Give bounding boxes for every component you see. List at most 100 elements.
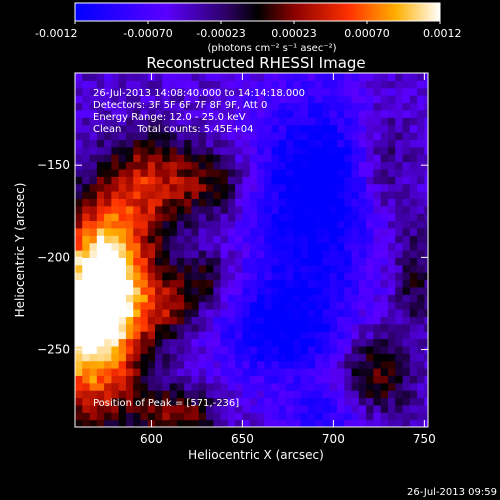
heatmap-cell — [213, 353, 222, 362]
heatmap-cell — [264, 95, 273, 104]
heatmap-cell — [235, 345, 243, 354]
heatmap-cell — [344, 146, 353, 155]
heatmap-cell — [118, 360, 127, 369]
heatmap-cell — [176, 198, 185, 207]
heatmap-cell — [387, 146, 396, 155]
heatmap-cell — [409, 117, 418, 126]
heatmap-cell — [271, 323, 280, 332]
heatmap-cell — [242, 183, 251, 192]
heatmap-cell — [191, 360, 200, 369]
heatmap-cell — [184, 183, 193, 192]
heatmap-cell — [373, 390, 382, 399]
heatmap-cell — [395, 345, 404, 354]
heatmap-cell — [249, 375, 258, 384]
heatmap-cell — [96, 132, 105, 140]
heatmap-cell — [351, 183, 360, 192]
heatmap-cell — [198, 272, 207, 281]
heatmap-cell — [82, 73, 91, 81]
heatmap-cell — [351, 301, 360, 310]
heatmap-cell — [162, 73, 171, 81]
heatmap-cell — [184, 132, 193, 140]
heatmap-cell — [293, 227, 302, 236]
heatmap-cell — [264, 168, 273, 177]
heatmap-cell — [220, 294, 229, 303]
heatmap-cell — [176, 154, 185, 163]
heatmap-cell — [191, 412, 200, 421]
heatmap-cell — [220, 309, 229, 317]
heatmap-cell — [424, 331, 428, 340]
heatmap-cell — [125, 309, 134, 317]
heatmap-cell — [184, 80, 193, 89]
heatmap-cell — [351, 191, 360, 199]
y-axis-label: Heliocentric Y (arcsec) — [13, 183, 27, 318]
heatmap-cell — [351, 390, 360, 399]
heatmap-cell — [191, 323, 200, 332]
heatmap-cell — [315, 109, 324, 118]
heatmap-cell — [147, 404, 156, 413]
heatmap-cell — [293, 183, 302, 192]
heatmap-cell — [184, 412, 193, 421]
heatmap-cell — [424, 146, 428, 155]
heatmap-cell — [351, 87, 360, 96]
heatmap-cell — [191, 191, 200, 199]
heatmap-cell — [315, 279, 324, 288]
heatmap-cell — [133, 87, 142, 96]
heatmap-cell — [227, 183, 236, 192]
heatmap-cell — [264, 338, 273, 347]
heatmap-cell — [184, 368, 193, 376]
heatmap-cell — [176, 73, 185, 81]
heatmap-cell — [293, 323, 302, 332]
heatmap-cell — [213, 375, 222, 384]
heatmap-cell — [206, 375, 214, 384]
heatmap-cell — [300, 345, 309, 354]
heatmap-cell — [176, 183, 185, 192]
heatmap-cell — [140, 132, 149, 140]
heatmap-cell — [242, 220, 251, 229]
heatmap-cell — [118, 397, 127, 406]
heatmap-cell — [198, 95, 207, 104]
heatmap-cell — [169, 404, 178, 413]
heatmap-cell — [417, 397, 425, 406]
heatmap-cell — [373, 87, 382, 96]
heatmap-cell — [293, 397, 302, 406]
heatmap-cell — [169, 132, 178, 140]
heatmap-cell — [300, 154, 309, 163]
heatmap-cell — [256, 227, 265, 236]
heatmap-cell — [176, 286, 185, 295]
heatmap-cell — [155, 227, 163, 236]
heatmap-cell — [111, 242, 120, 251]
heatmap-cell — [235, 368, 243, 376]
heatmap-cell — [147, 375, 156, 384]
heatmap-cell — [162, 191, 171, 199]
heatmap-cell — [89, 183, 98, 192]
heatmap-cell — [278, 168, 287, 177]
heatmap-cell — [358, 132, 367, 140]
heatmap-cell — [337, 87, 345, 96]
heatmap-cell — [286, 345, 294, 354]
heatmap-cell — [227, 176, 236, 185]
heatmap-cell — [198, 213, 207, 222]
heatmap-cell — [184, 95, 193, 104]
heatmap-cell — [293, 168, 302, 177]
heatmap-cell — [155, 301, 163, 310]
heatmap-cell — [213, 345, 222, 354]
heatmap-cell — [111, 294, 120, 303]
heatmap-cell — [227, 205, 236, 214]
heatmap-cell — [256, 220, 265, 229]
heatmap-cell — [307, 404, 316, 413]
heatmap-cell — [293, 272, 302, 281]
heatmap-cell — [424, 390, 428, 399]
heatmap-cell — [322, 132, 331, 140]
heatmap-cell — [162, 102, 171, 111]
heatmap-cell — [140, 102, 149, 111]
heatmap-cell — [402, 161, 411, 170]
heatmap-cell — [162, 412, 171, 421]
heatmap-cell — [300, 264, 309, 273]
heatmap-cell — [118, 132, 127, 140]
heatmap-cell — [169, 176, 178, 185]
heatmap-cell — [176, 235, 185, 244]
heatmap-cell — [286, 87, 294, 96]
heatmap-cell — [373, 176, 382, 185]
heatmap-cell — [387, 154, 396, 163]
heatmap-cell — [366, 205, 375, 214]
